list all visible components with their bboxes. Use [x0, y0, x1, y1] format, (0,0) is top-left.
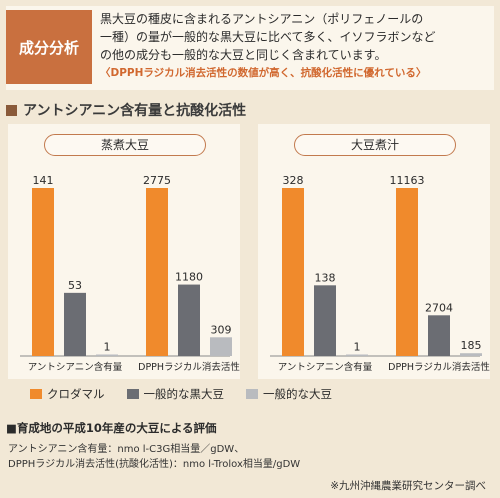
data-label: 2704 [425, 301, 453, 314]
intro-line-1: 黒大豆の種皮に含まれるアントシアニン（ポリフェノールの [100, 12, 424, 26]
bar [146, 188, 168, 356]
chart-panel-broth: 328 138 1 アントシアニン含有量 11163 2704 185 DPPHラジカル消去活… [258, 124, 490, 379]
intro-text: 黒大豆の種皮に含まれるアントシアニン（ポリフェノールの 一種）の量が一般的な黒大… [100, 10, 490, 82]
legend-label: 一般的な大豆 [263, 387, 332, 401]
bar [32, 188, 54, 356]
bar [282, 188, 304, 356]
bar [396, 188, 418, 356]
evaluation-line-1: アントシアニン含有量：nmo l-C3G相当量／gDW、 [8, 444, 245, 455]
section-title: アントシアニン含有量と抗酸化活性 [6, 101, 246, 119]
bar [460, 353, 482, 356]
legend-swatch [126, 389, 139, 399]
bar [178, 284, 200, 356]
chart-steamed: 141 53 1 アントシアニン含有量 2775 1180 309 DPPHラジカル消去活性 [20, 174, 240, 373]
panel-title-broth: 大豆煮汁 [294, 134, 456, 156]
bar [314, 285, 336, 356]
chart-broth: 328 138 1 アントシアニン含有量 11163 2704 185 DPPHラジカル消去活… [270, 174, 490, 373]
legend-item-kurodamaru: クロダマル [30, 386, 105, 402]
category-label: アントシアニン含有量 [278, 361, 373, 373]
panel-title-steamed: 蒸煮大豆 [44, 134, 206, 156]
data-label: 141 [33, 174, 54, 187]
data-label: 53 [68, 279, 82, 292]
intro-line-3: の他の成分も一般的な大豆と同じく含まれています。 [100, 48, 387, 62]
bar [210, 337, 232, 356]
data-label: 309 [211, 323, 232, 336]
section-square-icon [6, 104, 17, 116]
evaluation-title: ■育成地の平成10年産の大豆による評価 [6, 421, 217, 435]
data-label: 2775 [143, 174, 171, 187]
category-label: DPPHラジカル消去活性 [388, 361, 490, 373]
intro-highlight: 〈DPPHラジカル消去活性の数値が高く、抗酸化活性に優れている〉 [100, 67, 427, 79]
intro-line-2: 一種）の量が一般的な黒大豆に比べて多く、イソフラボンなど [100, 30, 436, 44]
evaluation-line-2: DPPHラジカル消去活性(抗酸化活性)：nmo l-Trolox相当量/gDW [8, 459, 301, 470]
legend-swatch [30, 389, 42, 399]
bar [428, 315, 450, 356]
data-label: 11163 [390, 174, 425, 187]
data-label: 1180 [175, 271, 203, 284]
data-label: 1 [354, 341, 361, 354]
bar [64, 292, 86, 356]
data-label: 1 [104, 341, 111, 354]
category-label: DPPHラジカル消去活性 [138, 361, 240, 373]
legend-label: クロダマル [47, 387, 105, 401]
bar [96, 354, 118, 356]
data-label: 328 [283, 174, 304, 187]
chart-panel-steamed: 141 53 1 アントシアニン含有量 2775 1180 309 DPPHラジカル消去活性 … [8, 124, 240, 379]
section-title-text: アントシアニン含有量と抗酸化活性 [23, 103, 247, 119]
analysis-badge: 成分分析 [6, 10, 92, 84]
legend-swatch [246, 389, 258, 399]
bar [346, 354, 368, 356]
data-label: 138 [315, 271, 336, 284]
source-note: ※九州沖縄農業研究センター調べ [330, 480, 486, 492]
category-label: アントシアニン含有量 [28, 361, 123, 373]
legend-label: 一般的な黒大豆 [143, 387, 225, 401]
legend-item-black-soy: 一般的な黒大豆 [126, 386, 225, 402]
data-label: 185 [461, 339, 482, 352]
legend: クロダマル 一般的な黒大豆 一般的な大豆 [30, 384, 332, 404]
legend-item-soy: 一般的な大豆 [246, 386, 332, 402]
